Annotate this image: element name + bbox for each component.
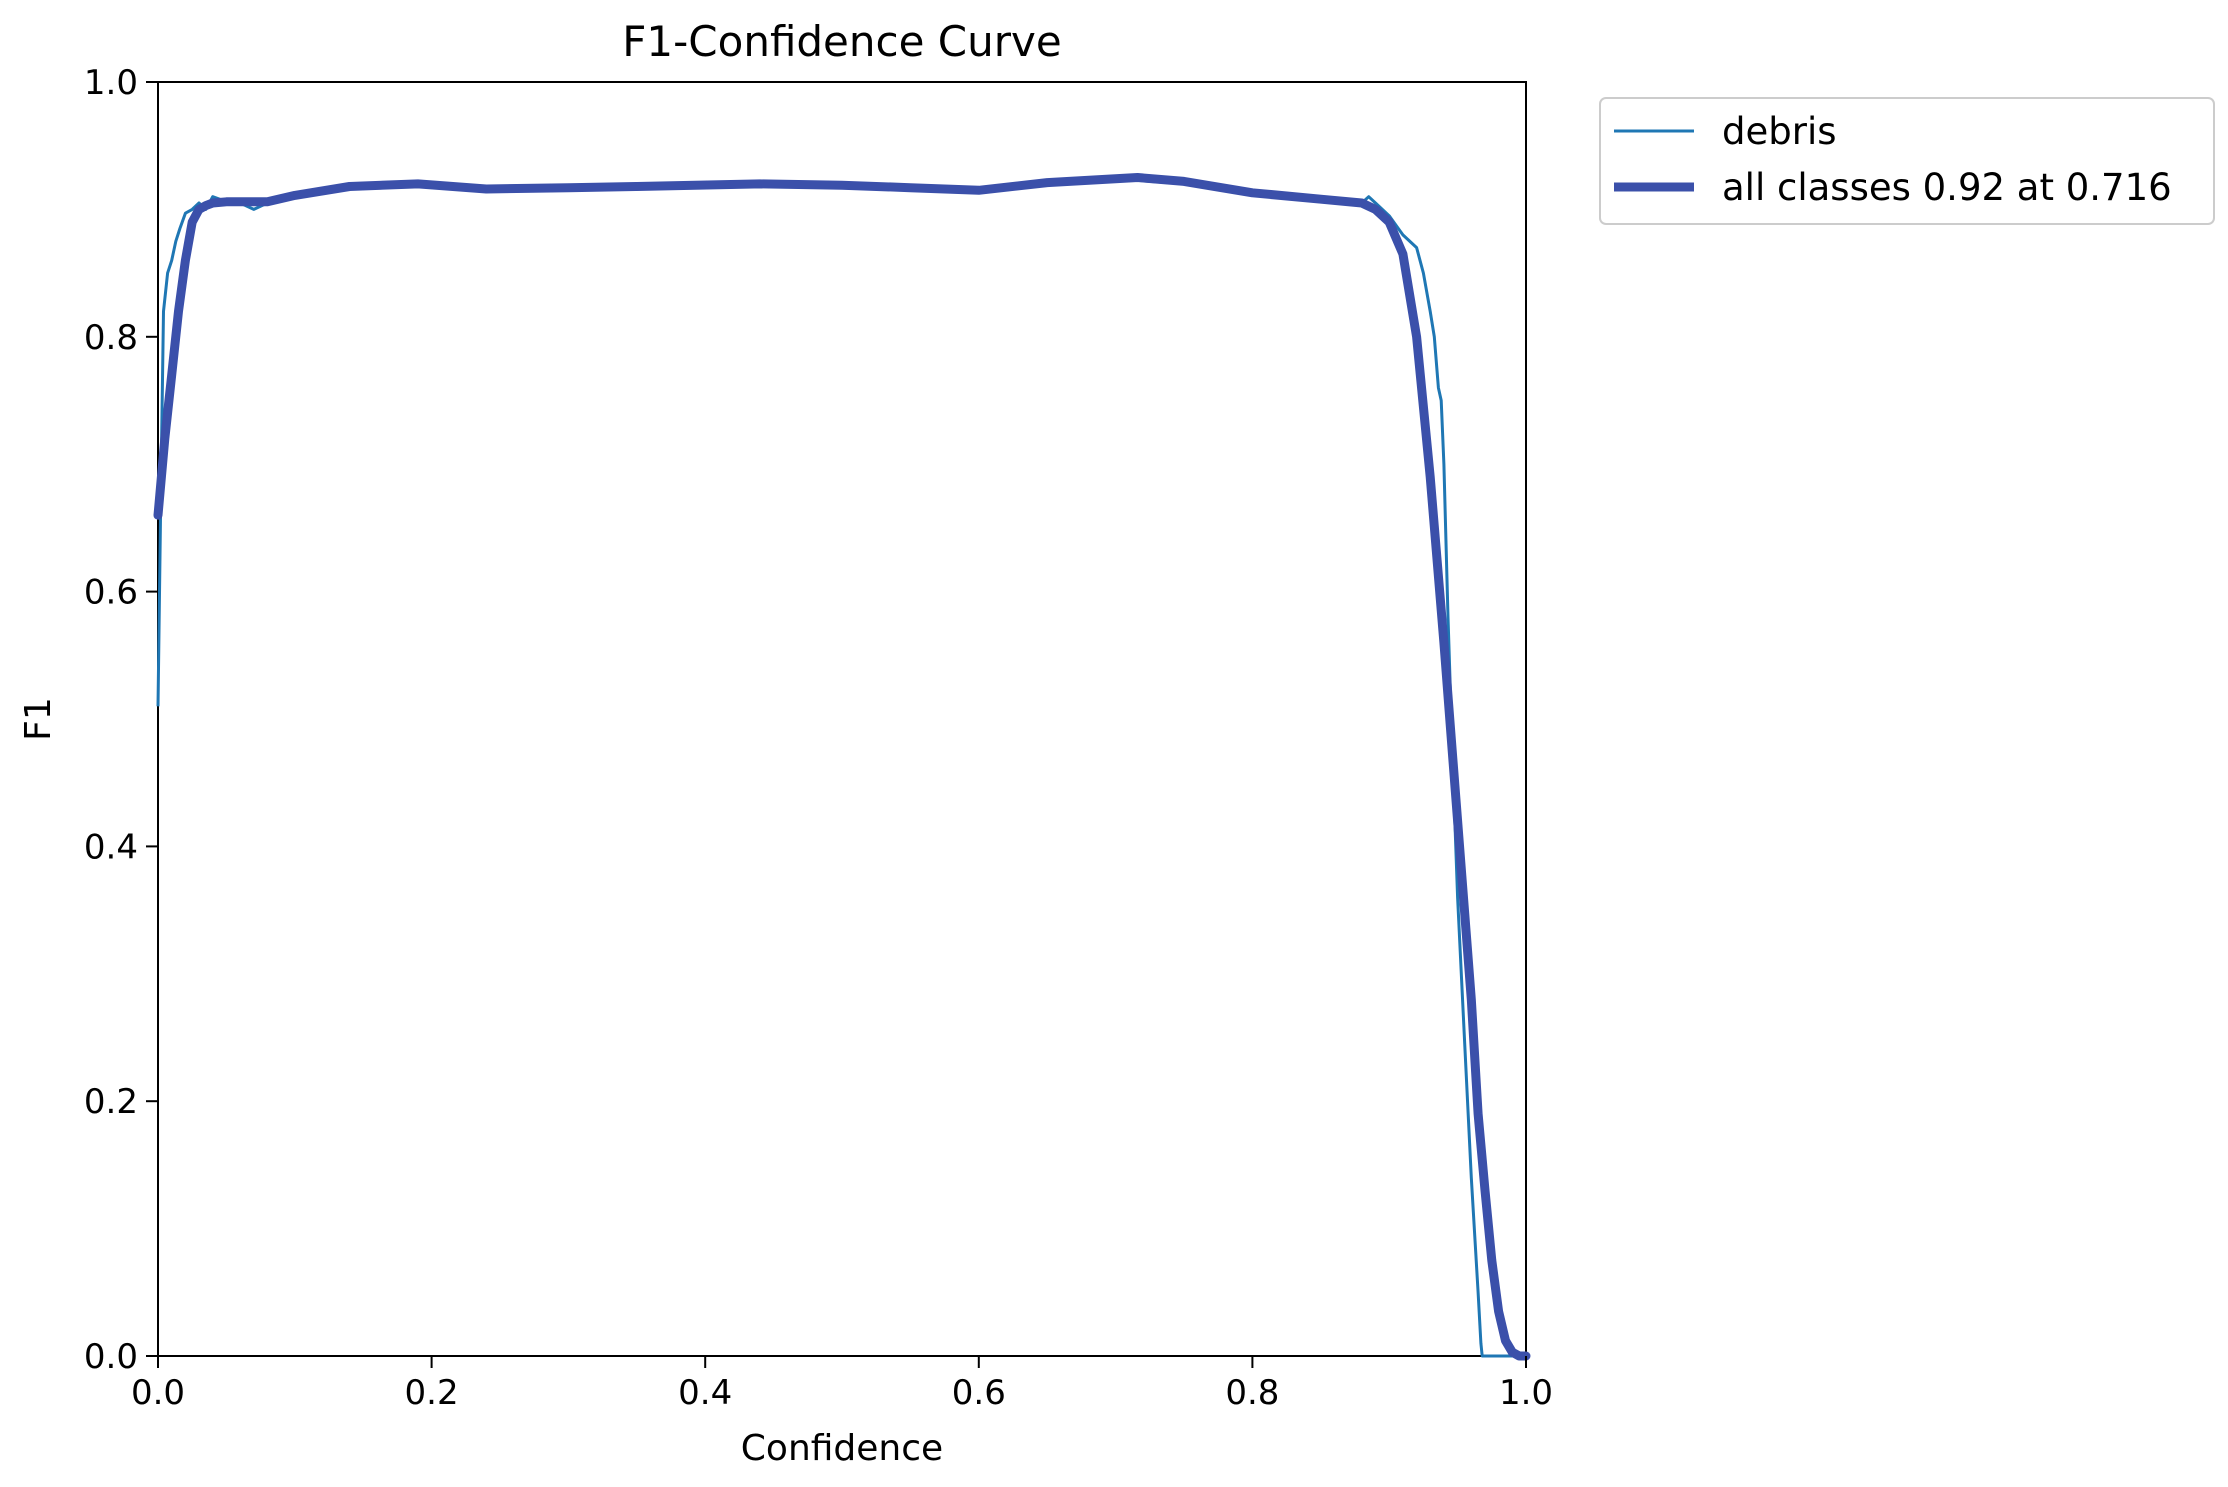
y-tick-label: 0.6 (84, 573, 138, 613)
y-tick-label: 0.2 (84, 1082, 138, 1122)
y-tick-label: 1.0 (84, 63, 138, 103)
legend-label-all-classes: all classes 0.92 at 0.716 (1722, 166, 2172, 209)
x-tick-label: 0.6 (952, 1373, 1006, 1413)
legend-label-debris: debris (1722, 110, 1837, 153)
legend: debris all classes 0.92 at 0.716 (1599, 97, 2215, 225)
x-tick-label: 0.8 (1225, 1373, 1279, 1413)
y-axis-ticks: 0.0 0.2 0.4 0.6 0.8 1.0 (84, 63, 158, 1377)
y-axis-label: F1 (18, 697, 59, 741)
chart-title: F1-Confidence Curve (622, 17, 1061, 66)
x-tick-label: 1.0 (1499, 1373, 1553, 1413)
x-tick-label: 0.2 (405, 1373, 459, 1413)
series-layer (153, 173, 1531, 1361)
x-axis-ticks: 0.0 0.2 0.4 0.6 0.8 1.0 (131, 1356, 1553, 1413)
legend-frame (1599, 97, 2215, 225)
plot-area (157, 81, 1527, 1357)
y-tick-label: 0.4 (84, 827, 138, 867)
x-tick-label: 0.0 (131, 1373, 185, 1413)
x-tick-label: 0.4 (678, 1373, 732, 1413)
y-tick-label: 0.8 (84, 318, 138, 358)
y-tick-label: 0.0 (84, 1337, 138, 1377)
series-line-all-classes (153, 173, 1531, 1361)
x-axis-label: Confidence (741, 1428, 943, 1469)
